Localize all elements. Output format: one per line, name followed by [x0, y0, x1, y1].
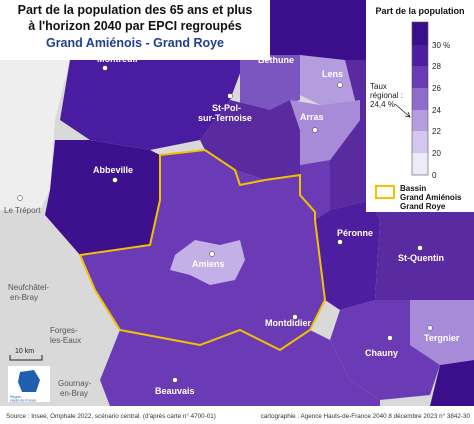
- regional-arrow: [394, 103, 411, 118]
- legend-frame: [411, 21, 429, 176]
- territory: [430, 360, 474, 406]
- place-label: en-Bray: [60, 389, 88, 398]
- territory: [330, 300, 440, 400]
- place-dot: [312, 127, 318, 133]
- title: à l'horizon 2040 par EPCI regroupés: [28, 19, 242, 33]
- place-dots: [17, 45, 433, 383]
- source: Source : Insee, Omphale 2022, scénario c…: [6, 412, 216, 420]
- place-dot: [292, 314, 298, 320]
- basin-label: Grand Roye: [400, 202, 446, 211]
- place-label: Beauvais: [155, 386, 195, 396]
- place-dot: [172, 377, 178, 383]
- footer: [0, 406, 474, 424]
- legend-tick: 24: [432, 106, 441, 115]
- credit: cartographie : Agence Hauts-de-France 20…: [261, 412, 471, 420]
- territory: [170, 240, 245, 285]
- place-label: Abbeville: [93, 165, 133, 175]
- place-label: Arras: [300, 112, 324, 122]
- legend-tick: 22: [432, 127, 441, 136]
- regional-rate: 24,4 %: [370, 100, 395, 109]
- legend-swatch: [412, 131, 428, 153]
- place-dot: [209, 251, 215, 257]
- territory: [100, 330, 380, 406]
- place-label: Le Tréport: [4, 206, 41, 215]
- place-label: Forges-: [50, 326, 78, 335]
- territory: [290, 100, 360, 165]
- place-label: en-Bray: [10, 293, 38, 302]
- legend-swatch: [412, 22, 428, 45]
- legend-tick: 28: [432, 62, 441, 71]
- basin-border: [78, 148, 327, 352]
- place-label: sur-Ternoise: [198, 113, 252, 123]
- place-label: St-Quentin: [398, 253, 444, 263]
- place-dot: [227, 93, 233, 99]
- basin-label: Grand Amiénois: [400, 193, 462, 202]
- legend-title: Part de la population: [375, 6, 464, 16]
- place-label: Lens: [322, 69, 343, 79]
- place-label: Péronne: [337, 228, 373, 238]
- place-dot: [337, 82, 343, 88]
- place-label: Béthune: [258, 55, 294, 65]
- place-label: Chauny: [365, 348, 398, 358]
- regional-rate: Taux: [370, 82, 387, 91]
- logo-shape: [18, 370, 40, 392]
- place-label: Neufchâtel-: [8, 283, 49, 292]
- territory: [370, 195, 474, 305]
- place-dot: [387, 335, 393, 341]
- legend-swatch: [412, 45, 428, 66]
- territory: [410, 300, 474, 365]
- basin-label: Bassin: [400, 184, 426, 193]
- place-dot: [17, 195, 23, 201]
- logo-text: Hauts-de-France: [10, 399, 36, 403]
- place-dot: [112, 177, 118, 183]
- logo-text: Région: [10, 395, 21, 399]
- place-label: Gournay-: [58, 379, 92, 388]
- place-label: Montdidier: [265, 318, 311, 328]
- scale-bar: [9, 355, 43, 361]
- territory: [240, 55, 300, 110]
- legend-swatch: [412, 66, 428, 88]
- territory: [315, 200, 380, 310]
- legend-swatch: [412, 110, 428, 131]
- title-box: [0, 0, 270, 60]
- regional-rate: régional :: [370, 91, 403, 100]
- scale-label: 10 km: [15, 348, 34, 355]
- place-dot: [427, 325, 433, 331]
- legend-tick: 0: [432, 171, 437, 180]
- title: Part de la population des 65 ans et plus: [18, 3, 253, 17]
- basin-swatch: [375, 185, 395, 199]
- legend-tick: 30 %: [432, 41, 450, 50]
- legend-swatch: [412, 88, 428, 110]
- legend-swatch: [412, 153, 428, 175]
- place-label: les-Eaux: [50, 336, 81, 345]
- subtitle: Grand Amiénois - Grand Roye: [46, 36, 224, 50]
- place-label: Amiens: [192, 259, 225, 269]
- legend-tick: 26: [432, 84, 441, 93]
- territory: [45, 140, 170, 255]
- place-label: Tergnier: [424, 333, 460, 343]
- place-dot: [417, 245, 423, 251]
- place-dot: [102, 65, 108, 71]
- place-dot: [337, 239, 343, 245]
- legend-tick: 20: [432, 149, 441, 158]
- territory: [330, 60, 370, 210]
- territory: [200, 100, 300, 180]
- place-label: St-Pol-: [212, 103, 241, 113]
